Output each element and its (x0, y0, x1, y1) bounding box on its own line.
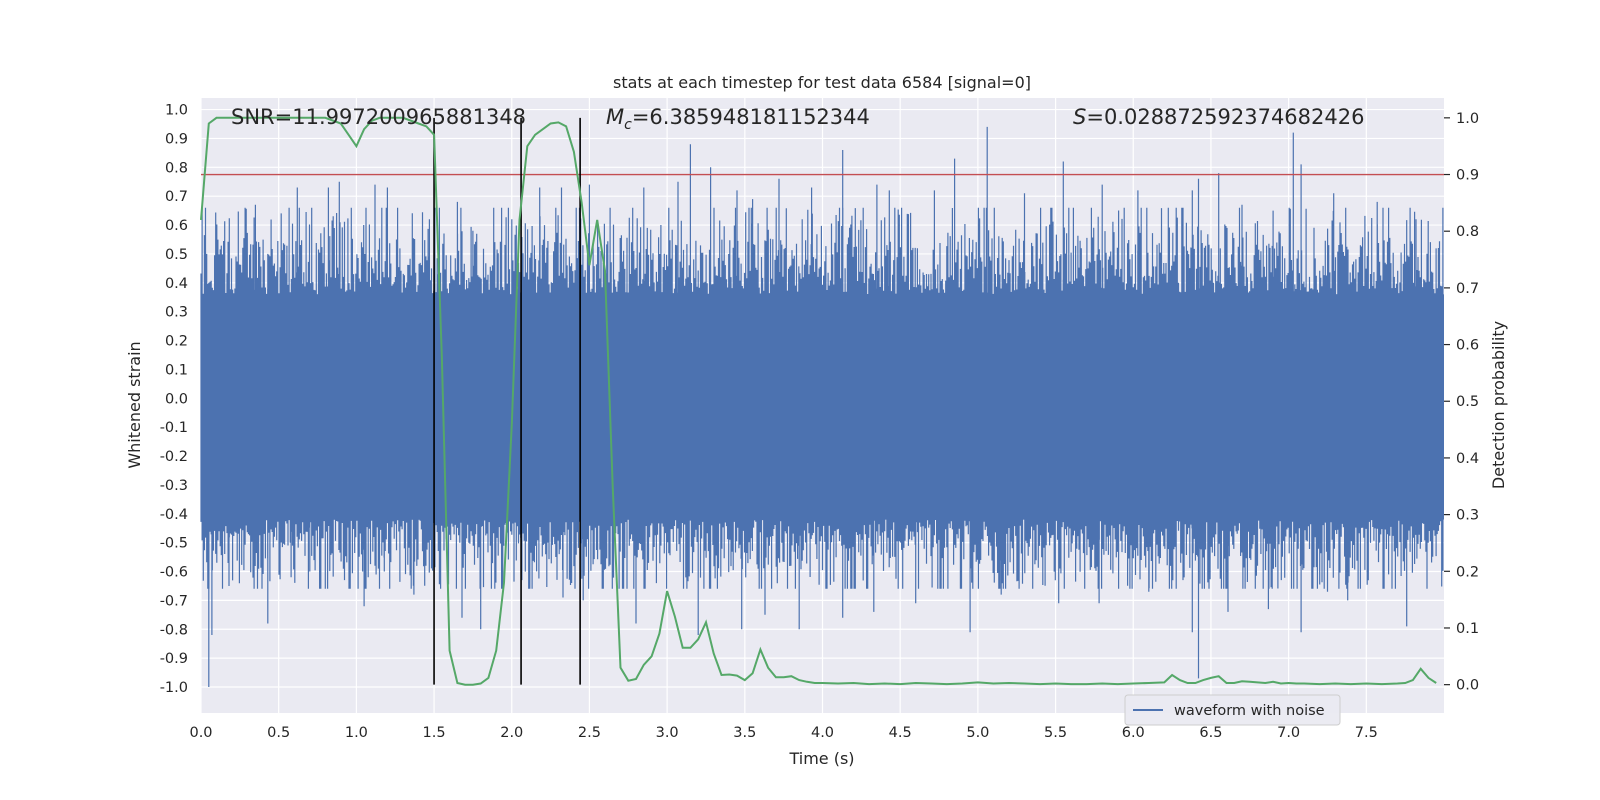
x-tick-label-15: 7.5 (1355, 725, 1378, 741)
legend-box (1124, 694, 1341, 726)
y-tick-label-1: 0.9 (165, 131, 188, 147)
x-tick-label-4: 2.0 (500, 725, 523, 741)
x-tick-label-6: 3.0 (656, 725, 679, 741)
y2-axis-label: Detection probability (1489, 321, 1508, 489)
y-tick-label-18: -0.8 (160, 622, 188, 638)
y2-tick-label-4: 0.6 (1456, 338, 1479, 354)
y-tick-label-16: -0.6 (160, 565, 188, 581)
x-tick-label-1: 0.5 (267, 725, 290, 741)
s-annotation: S=0.028872592374682426 (1073, 105, 1364, 129)
y-tick-label-15: -0.5 (160, 536, 188, 552)
x-axis-ticks: 0.0 0.5 1.0 1.5 2.0 2.5 3.0 3.5 4.0 4.5 5.0 5.5 6.0 6… (189, 725, 1377, 741)
y-tick-label-20: -1.0 (160, 680, 188, 696)
y-tick-label-0: 1.0 (165, 103, 188, 119)
y-tick-label-3: 0.7 (165, 189, 188, 205)
x-tick-label-14: 7.0 (1277, 725, 1300, 741)
y-tick-label-11: -0.1 (160, 420, 188, 436)
chart-title: stats at each timestep for test data 658… (613, 73, 1031, 92)
x-axis-label: Time (s) (788, 749, 854, 768)
chirp-mass-subscript: c (624, 117, 632, 133)
x-tick-label-8: 4.0 (811, 725, 834, 741)
y-tick-label-2: 0.8 (165, 160, 188, 176)
detection-probability-series (200, 116, 1437, 686)
legend: waveform with noise (1124, 694, 1341, 726)
y-tick-label-17: -0.7 (160, 593, 188, 609)
y2-tick-label-6: 0.4 (1456, 451, 1479, 467)
legend-label: waveform with noise (1174, 703, 1325, 719)
y2-tick-label-9: 0.1 (1456, 621, 1479, 637)
s-value: =0.028872592374682426 (1086, 105, 1364, 129)
chirp-mass-annotation: Mc=6.385948181152344 (606, 105, 870, 133)
waveform-series (200, 126, 1444, 687)
y2-axis-ticks: 1.0 0.9 0.8 0.7 0.6 0.5 0.4 0.3 0.2 0.1 0.0 (1444, 111, 1479, 694)
y-axis-label: Whitened strain (125, 341, 144, 468)
y-tick-label-10: 0.0 (165, 391, 188, 407)
y-tick-label-19: -0.9 (160, 651, 188, 667)
s-symbol: S (1073, 105, 1086, 129)
x-tick-label-7: 3.5 (733, 725, 756, 741)
y-tick-label-6: 0.4 (165, 276, 188, 292)
chirp-mass-symbol: M (606, 105, 624, 129)
x-tick-label-5: 2.5 (578, 725, 601, 741)
y-tick-label-8: 0.2 (165, 334, 188, 350)
x-tick-label-12: 6.0 (1122, 725, 1145, 741)
y-tick-label-4: 0.6 (165, 218, 188, 234)
y-tick-label-13: -0.3 (160, 478, 188, 494)
y2-tick-label-7: 0.3 (1456, 508, 1479, 524)
y2-tick-label-8: 0.2 (1456, 564, 1479, 580)
y-axis-ticks: 1.0 0.9 0.8 0.7 0.6 0.5 0.4 0.3 0.2 0.1 0.0 -0.1 -0.… (160, 103, 188, 696)
y2-tick-label-3: 0.7 (1456, 281, 1479, 297)
y-tick-label-14: -0.4 (160, 507, 188, 523)
y2-tick-label-10: 0.0 (1456, 678, 1479, 694)
snr-annotation: SNR=11.997200965881348 (231, 105, 526, 129)
x-tick-label-11: 5.5 (1044, 725, 1067, 741)
x-tick-label-9: 4.5 (889, 725, 912, 741)
x-tick-label-3: 1.5 (423, 725, 446, 741)
x-tick-label-13: 6.5 (1199, 725, 1222, 741)
y2-tick-label-2: 0.8 (1456, 224, 1479, 240)
x-tick-label-10: 5.0 (966, 725, 989, 741)
chirp-mass-value: =6.385948181152344 (632, 105, 870, 129)
x-tick-label-2: 1.0 (345, 725, 368, 741)
y-tick-label-7: 0.3 (165, 305, 188, 321)
y2-tick-label-5: 0.5 (1456, 394, 1479, 410)
x-tick-label-0: 0.0 (189, 725, 212, 741)
y-tick-label-12: -0.2 (160, 449, 188, 465)
y-tick-label-5: 0.5 (165, 247, 188, 263)
y2-tick-label-1: 0.9 (1456, 168, 1479, 184)
y2-tick-label-0: 1.0 (1456, 111, 1479, 127)
y-tick-label-9: 0.1 (165, 362, 188, 378)
